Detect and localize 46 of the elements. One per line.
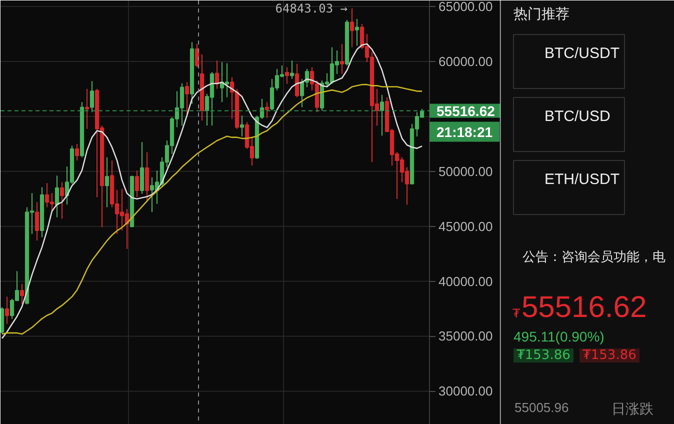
candlestick [144, 152, 150, 202]
candlestick [350, 8, 354, 48]
line-series [1, 84, 423, 335]
text: 公告：咨询会员功能，电 [522, 249, 666, 264]
candlestick [340, 43, 344, 74]
candlestick [4, 296, 10, 324]
candlestick [380, 94, 384, 136]
candlestick [140, 142, 144, 194]
candlestick [74, 143, 80, 162]
candlestick [264, 102, 270, 118]
candlestick [20, 283, 24, 304]
candlestick [84, 88, 90, 130]
candlestick [90, 80, 94, 113]
candlestick [0, 306, 4, 334]
ref-line-label: 55516.62 [436, 102, 496, 119]
text: 495.11(0.90%) [514, 328, 604, 344]
candlestick [54, 175, 60, 218]
y-tick-label: 35000.00 [438, 328, 493, 344]
y-tick-label: 65000.00 [438, 0, 493, 14]
text: BTC/USDT [544, 45, 620, 62]
y-tick-label: 45000.00 [438, 218, 493, 234]
text: ₮153.86 [516, 348, 570, 363]
candlestick [60, 182, 64, 220]
candlestick [294, 63, 300, 98]
text: ETH/USDT [544, 171, 620, 188]
candlestick [240, 115, 244, 138]
candlestick [284, 66, 290, 84]
text: 55516.62 [522, 291, 647, 324]
y-tick-label: 60000.00 [438, 54, 493, 69]
candlestick [104, 156, 110, 208]
text: 55005.96 [514, 400, 569, 415]
candlestick [290, 60, 294, 80]
text: 热门推荐 [514, 6, 570, 22]
candlestick [134, 170, 140, 198]
y-tick-label: 30000.00 [438, 384, 493, 399]
candlestick [354, 18, 360, 46]
text: ₮153.86 [582, 348, 636, 363]
text: 日涨跌 [612, 400, 654, 416]
candlestick [184, 82, 190, 116]
y-tick-label: 40000.00 [438, 274, 493, 289]
candlestick [34, 202, 40, 242]
text: BTC/USD [544, 108, 611, 125]
text: ₮ [512, 306, 520, 320]
annotation: 64843.03 → [275, 1, 348, 16]
y-tick-label: 50000.00 [438, 164, 493, 179]
text: 21:18:21 [436, 124, 493, 140]
